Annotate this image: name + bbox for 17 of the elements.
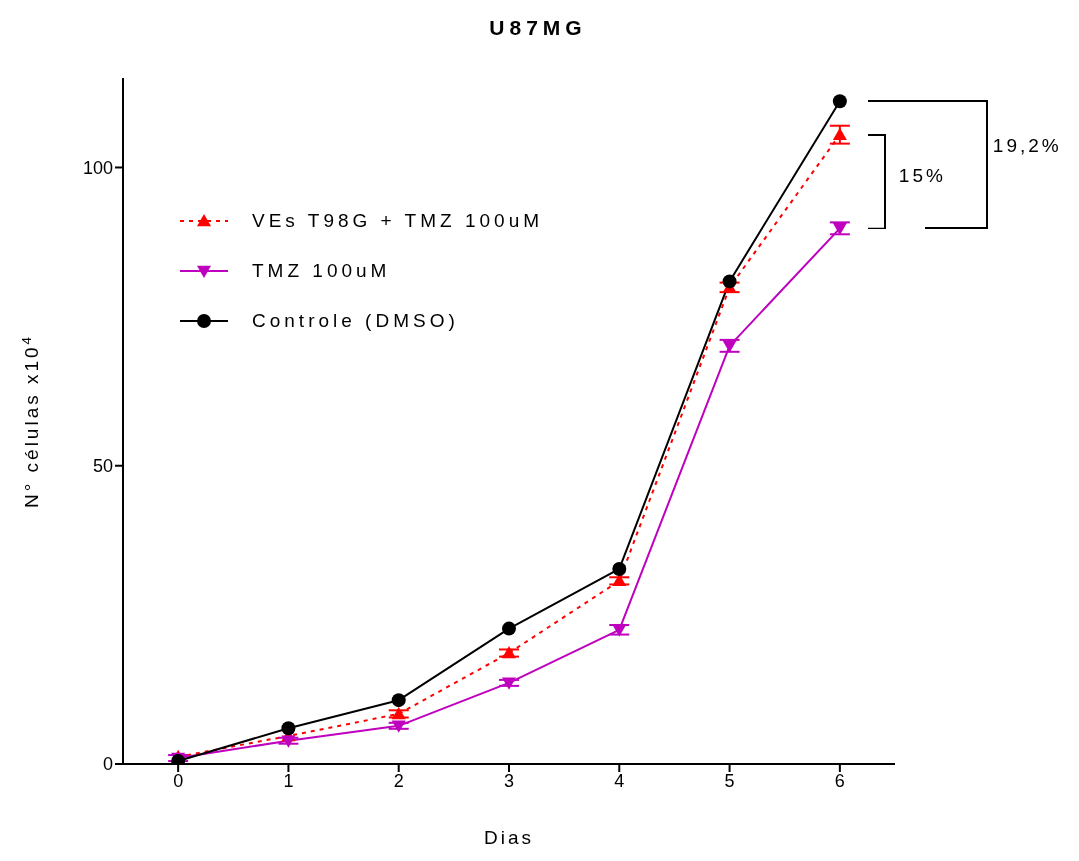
legend-label: VEs T98G + TMZ 100uM xyxy=(252,210,544,232)
text: 19,2% xyxy=(992,134,1062,157)
y-tick-label: 50 xyxy=(92,456,113,477)
text: 15% xyxy=(898,165,946,188)
x-tick-label: 3 xyxy=(503,770,515,791)
legend-label: TMZ 100uM xyxy=(252,260,391,282)
x-tick-label: 2 xyxy=(393,770,404,791)
x-tick-label: 1 xyxy=(283,770,294,791)
x-tick-label: 6 xyxy=(834,770,845,791)
chart-title: U87MG xyxy=(488,16,588,40)
x-tick-label: 5 xyxy=(724,770,735,791)
x-axis-title: Dias xyxy=(483,827,535,848)
y-tick-label: 100 xyxy=(82,157,113,178)
legend-label: Controle (DMSO) xyxy=(252,310,459,332)
x-tick-label: 0 xyxy=(173,770,184,791)
y-tick-label: 0 xyxy=(102,754,113,775)
x-tick-label: 4 xyxy=(614,770,625,791)
